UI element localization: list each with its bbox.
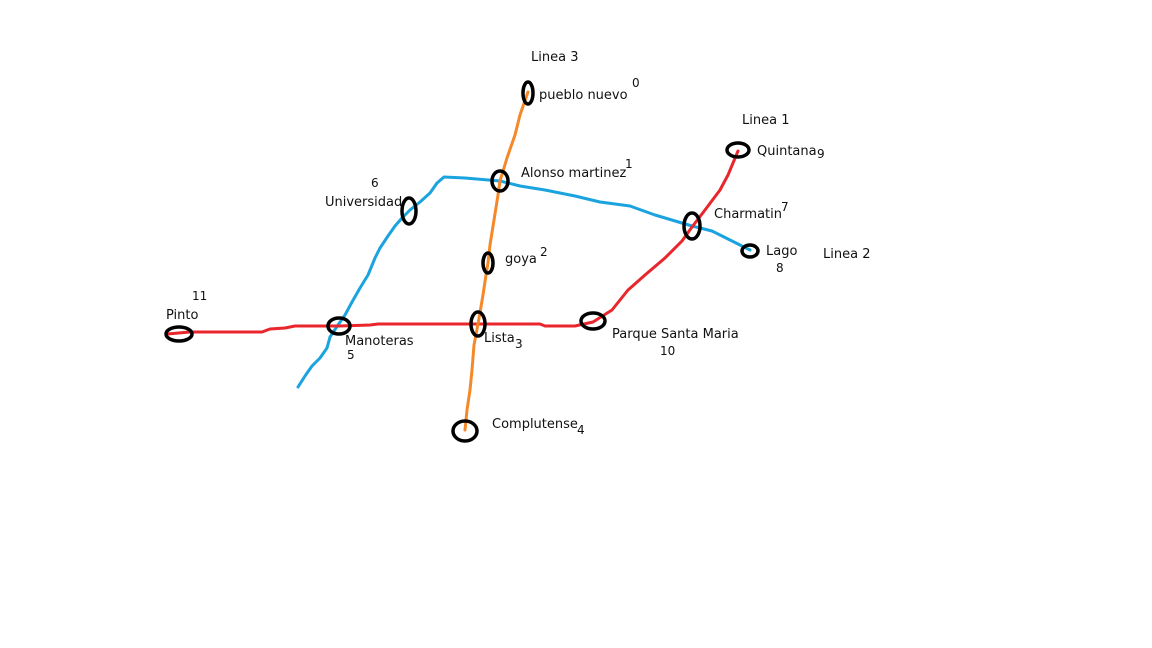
station-ring-quintana[interactable] xyxy=(725,141,751,159)
station-label-lago: Lago xyxy=(766,244,798,259)
station-id-complutense: 4 xyxy=(577,423,585,437)
station-label-complutense: Complutense xyxy=(492,417,578,432)
station-ring-pueblo-nuevo[interactable] xyxy=(521,80,535,106)
station-ring-goya[interactable] xyxy=(481,251,495,275)
station-label-pueblo-nuevo: pueblo nuevo xyxy=(539,88,628,103)
linea-2-label: Linea 2 xyxy=(823,247,871,262)
station-ring-manoteras[interactable] xyxy=(326,316,352,336)
linea-3-route xyxy=(463,90,530,432)
station-id-pueblo-nuevo: 0 xyxy=(632,76,640,90)
station-id-lago: 8 xyxy=(776,261,784,275)
station-id-charmatin: 7 xyxy=(781,200,789,214)
station-label-universidad: Universidad xyxy=(325,195,403,210)
station-ring-lago[interactable] xyxy=(740,243,760,259)
station-ring-parque-santa-maria[interactable] xyxy=(579,311,607,331)
station-id-lista: 3 xyxy=(515,337,523,351)
station-ring-charmatin[interactable] xyxy=(682,211,702,241)
station-label-quintana: Quintana xyxy=(757,144,817,159)
station-label-manoteras: Manoteras xyxy=(345,334,414,349)
station-ring-alonso-martinez[interactable] xyxy=(490,169,510,193)
station-id-manoteras: 5 xyxy=(347,348,355,362)
station-id-alonso-martinez: 1 xyxy=(625,157,633,171)
station-id-quintana: 9 xyxy=(817,147,825,161)
station-ring-pinto[interactable] xyxy=(164,325,194,343)
station-label-lista: Lista xyxy=(484,331,515,346)
station-ring-complutense[interactable] xyxy=(451,419,479,443)
linea-1-route xyxy=(165,149,740,336)
station-id-parque-santa-maria: 10 xyxy=(660,344,676,358)
station-ring-universidad[interactable] xyxy=(400,196,418,226)
station-id-pinto: 11 xyxy=(192,289,208,303)
station-label-goya: goya xyxy=(505,252,537,267)
linea-3-label: Linea 3 xyxy=(531,50,579,65)
station-label-charmatin: Charmatin xyxy=(714,207,782,222)
station-id-universidad: 6 xyxy=(371,176,379,190)
station-id-goya: 2 xyxy=(540,245,548,259)
linea-1-label: Linea 1 xyxy=(742,113,790,128)
station-label-parque-santa-maria: Parque Santa Maria xyxy=(612,327,739,342)
station-label-alonso-martinez: Alonso martinez xyxy=(521,166,627,181)
station-label-pinto: Pinto xyxy=(166,308,199,323)
station-ring-lista[interactable] xyxy=(469,310,487,338)
